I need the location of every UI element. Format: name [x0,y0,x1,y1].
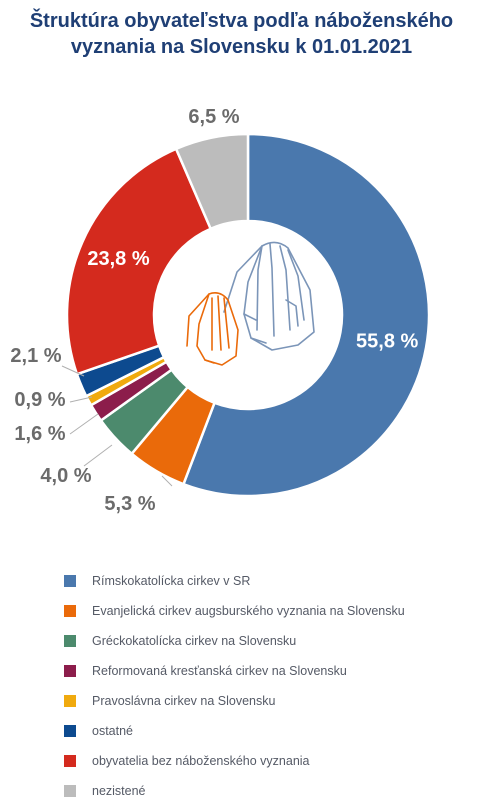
legend-swatch [64,755,76,767]
legend-label: Evanjelická cirkev augsburského vyznania… [92,604,405,618]
legend-swatch [64,695,76,707]
slice-label-evanjelicka-cirkev-augsburskeho-vyznania-na-slovensku: 5,3 % [104,493,155,515]
legend-swatch [64,665,76,677]
label-leader-lines [61,365,173,487]
legend-label: ostatné [92,724,134,738]
legend-label: Gréckokatolícka cirkev na Slovensku [92,634,297,648]
legend-swatch [64,725,76,737]
legend-item-ostatne: ostatné [64,716,405,746]
chart-title: Štruktúra obyvateľstva podľa náboženskéh… [0,8,483,60]
legend-item-evanjelicka-cirkev-augsburskeho-vyznania-na-slovensku: Evanjelická cirkev augsburského vyznania… [64,596,405,626]
slice-label-ostatne: 2,1 % [10,345,61,367]
legend-label: Pravoslávna cirkev na Slovensku [92,694,276,708]
legend-label: Reformovaná kresťanská cirkev na Slovens… [92,664,347,678]
legend-item-greckokatolicka-cirkev-na-slovensku: Gréckokatolícka cirkev na Slovensku [64,626,405,656]
slice-label-obyvatelia-bez-nabozenskeho-vyznania: 23,8 % [87,248,149,270]
slice-label-rimskokatolicka-cirkev-v-sr: 55,8 % [356,331,418,353]
legend-swatch [64,785,76,797]
leader-line-reformovana-krestanska-cirkev-na-slovensku [69,413,99,435]
legend-item-obyvatelia-bez-nabozenskeho-vyznania: obyvatelia bez náboženského vyznania [64,746,405,776]
leader-line-evanjelicka-cirkev-augsburskeho-vyznania-na-slovensku [161,475,173,487]
legend-swatch [64,575,76,587]
title-line-1: Štruktúra obyvateľstva podľa náboženskéh… [29,10,454,32]
legend-label: nezistené [92,784,146,798]
legend-item-rimskokatolicka-cirkev-v-sr: Rímskokatolícka cirkev v SR [64,566,405,596]
leader-line-ostatne [61,365,85,377]
slice-nezistene [174,132,250,231]
slice-rimskokatolicka-cirkev-v-sr [181,132,431,498]
legend-swatch [64,605,76,617]
legend-label: obyvatelia bez náboženského vyznania [92,754,310,768]
slice-label-pravoslavna-cirkev-na-slovensku: 0,9 % [14,389,65,411]
leader-line-pravoslavna-cirkev-na-slovensku [69,396,93,403]
legend-item-pravoslavna-cirkev-na-slovensku: Pravoslávna cirkev na Slovensku [64,686,405,716]
slice-obyvatelia-bez-nabozenskeho-vyznania [65,147,213,376]
slice-label-reformovana-krestanska-cirkev-na-slovensku: 1,6 % [14,423,65,445]
legend-label: Rímskokatolícka cirkev v SR [92,574,251,588]
legend: Rímskokatolícka cirkev v SR Evanjelická c… [64,566,405,806]
donut-chart: 55,8 % 5,3 % 4,0 % 1,6 % 0,9 % 2,1 % 23,8 % 6,5… [10,106,431,515]
slice-labels: 55,8 % 5,3 % 4,0 % 1,6 % 0,9 % 2,1 % 23,8 % 6,5… [10,106,418,515]
legend-swatch [64,635,76,647]
praying-hands-icon [186,241,315,366]
legend-item-nezistene: nezistené [64,776,405,806]
slice-label-greckokatolicka-cirkev-na-slovensku: 4,0 % [40,465,91,487]
slice-label-nezistene: 6,5 % [188,106,239,128]
title-line-2: vyznania na Slovensku k 01.01.2021 [70,36,413,58]
donut-slices [65,132,431,498]
leader-line-greckokatolicka-cirkev-na-slovensku [83,444,113,467]
legend-item-reformovana-krestanska-cirkev-na-slovensku: Reformovaná kresťanská cirkev na Slovens… [64,656,405,686]
